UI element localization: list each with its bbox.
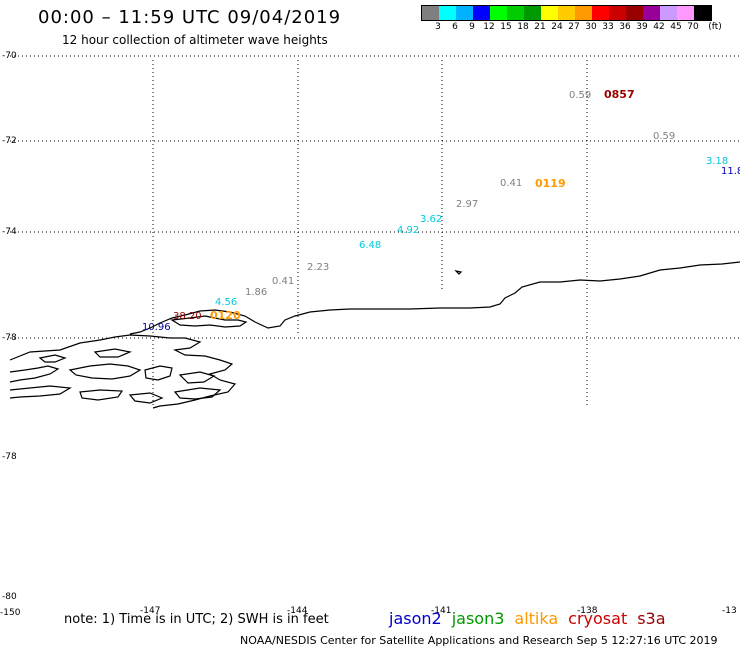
note-text: note: 1) Time is in UTC; 2) SWH is in fe… xyxy=(64,612,329,627)
map-subtitle: 12 hour collection of altimeter wave hei… xyxy=(62,33,328,47)
legend-swatch xyxy=(660,6,677,20)
legend-label: 36 xyxy=(619,22,631,32)
legend-swatch xyxy=(592,6,609,20)
color-legend-bar xyxy=(421,5,712,21)
wave-height-label: 11.8 xyxy=(721,166,740,177)
legend-label: 42 xyxy=(653,22,665,32)
lat-label: -72 xyxy=(2,136,17,146)
legend-label: 24 xyxy=(551,22,563,32)
map-title: 00:00 – 11:59 UTC 09/04/2019 xyxy=(38,7,342,28)
legend-swatch xyxy=(609,6,626,20)
wave-height-label: 4.92 xyxy=(397,225,420,236)
lon-label: -150 xyxy=(0,608,21,618)
pass-time-label: 0119 xyxy=(535,177,566,190)
lat-label: -78 xyxy=(2,452,17,462)
land-masses xyxy=(9,334,237,409)
legend-label: 70 xyxy=(687,22,699,32)
wave-height-label: 3.18 xyxy=(706,156,729,167)
legend-label: 18 xyxy=(517,22,529,32)
legend-label: 21 xyxy=(534,22,546,32)
legend-swatch xyxy=(490,6,507,20)
lat-label: -74 xyxy=(2,227,17,237)
legend-label: 30 xyxy=(585,22,597,32)
legend-swatch xyxy=(677,6,694,20)
legend-swatch xyxy=(507,6,524,20)
coastline xyxy=(129,261,740,335)
pass-time-label: 0857 xyxy=(604,88,635,101)
lon-label: -141 xyxy=(431,606,452,616)
wave-height-label: 2.23 xyxy=(307,262,330,273)
ice-tongue xyxy=(170,315,248,328)
graticule xyxy=(10,55,740,405)
lon-label: -138 xyxy=(577,606,598,616)
lat-label: -80 xyxy=(2,592,17,602)
credit-text: NOAA/NESDIS Center for Satellite Applica… xyxy=(240,634,718,647)
wave-height-label: 4.56 xyxy=(215,297,238,308)
legend-label: (ft) xyxy=(708,22,722,32)
satellite-name-jason3: jason3 xyxy=(451,609,505,628)
legend-label: 15 xyxy=(500,22,512,32)
legend-label: 12 xyxy=(483,22,495,32)
legend-swatch xyxy=(575,6,592,20)
legend-swatch xyxy=(456,6,473,20)
satellite-name-s3a: s3a xyxy=(637,609,666,628)
legend-label: 27 xyxy=(568,22,580,32)
wave-height-label: 1.86 xyxy=(245,287,268,298)
wave-height-label: 38.20 xyxy=(173,311,202,322)
satellite-name-cryosat: cryosat xyxy=(568,609,628,628)
legend-swatch xyxy=(422,6,439,20)
legend-label: 39 xyxy=(636,22,648,32)
lon-label: -144 xyxy=(287,606,308,616)
wave-height-label: 6.48 xyxy=(359,240,382,251)
wave-height-label: 2.97 xyxy=(456,199,479,210)
legend-swatch xyxy=(439,6,456,20)
legend-label: 9 xyxy=(469,22,475,32)
legend-swatch xyxy=(524,6,541,20)
legend-label: 45 xyxy=(670,22,682,32)
lon-label: -13 xyxy=(722,606,737,616)
wave-height-label: 0.59 xyxy=(653,131,676,142)
island xyxy=(454,270,463,275)
legend-swatch xyxy=(473,6,490,20)
wave-height-label: 0.41 xyxy=(272,276,295,287)
satellite-name-jason2: jason2 xyxy=(389,609,442,628)
legend-swatch xyxy=(541,6,558,20)
wave-height-label: 3.62 xyxy=(420,214,443,225)
legend-swatch xyxy=(626,6,643,20)
color-legend-labels: 3 6 9 12 15 18 21 24 27 30 33 36 39 42 45 70 (ft) xyxy=(421,22,740,34)
pass-time-label: 0120 xyxy=(210,309,241,322)
legend-swatch xyxy=(694,6,711,20)
lon-label: -147 xyxy=(140,606,161,616)
lat-label: -78 xyxy=(2,333,17,343)
legend-swatch xyxy=(643,6,660,20)
satellite-legend: jason2 jason3 altika cryosat s3a xyxy=(389,609,676,628)
legend-label: 33 xyxy=(602,22,614,32)
satellite-name-altika: altika xyxy=(514,609,559,628)
legend-label: 6 xyxy=(452,22,458,32)
legend-label: 3 xyxy=(435,22,441,32)
wave-height-label: 0.41 xyxy=(500,178,523,189)
legend-swatch xyxy=(558,6,575,20)
wave-height-label: 10.96 xyxy=(142,322,171,333)
wave-height-label: 0.59 xyxy=(569,90,592,101)
lat-label: -70 xyxy=(2,51,17,61)
